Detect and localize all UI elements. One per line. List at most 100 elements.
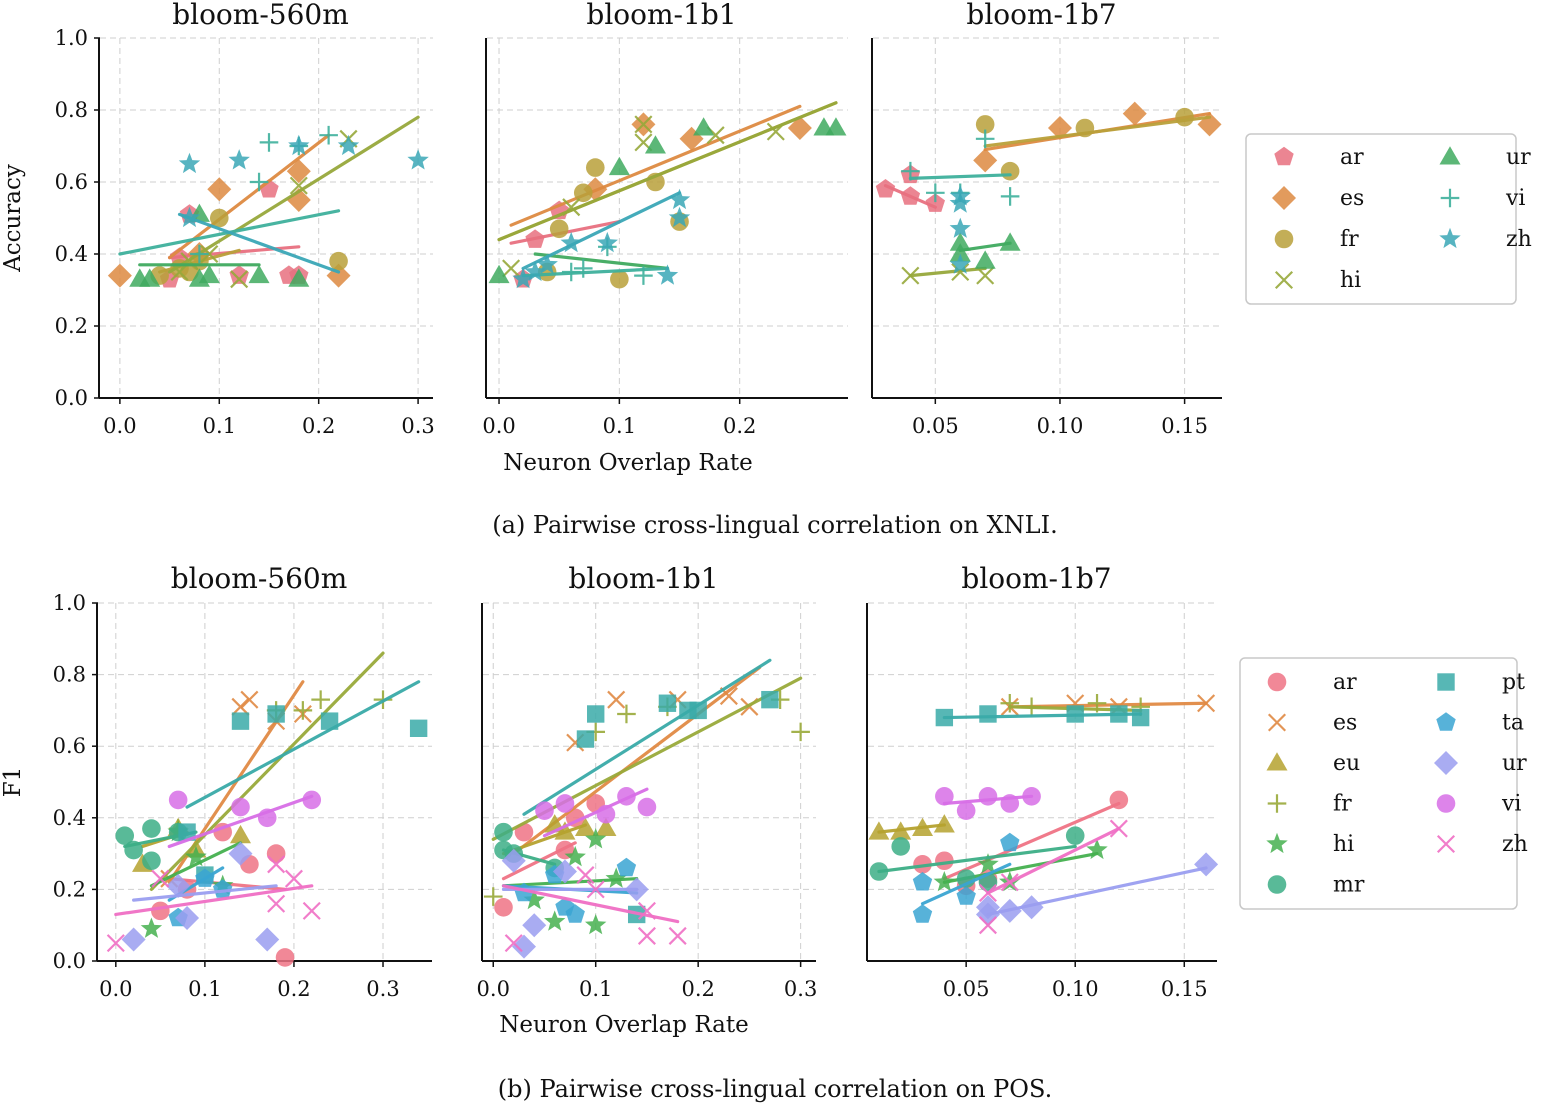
- fit-line: [497, 101, 838, 242]
- data-point: [267, 855, 286, 874]
- panel-title: bloom-1b1: [586, 0, 736, 31]
- data-point: [329, 251, 348, 271]
- data-point: [483, 887, 503, 906]
- data-point: [1075, 118, 1095, 138]
- y-axis-label: F1: [0, 767, 26, 798]
- data-point: [912, 904, 933, 923]
- data-point: [320, 712, 339, 730]
- data-point: [209, 208, 229, 228]
- data-point: [319, 125, 338, 145]
- data-point: [337, 134, 360, 156]
- y-tick-label: 0.4: [55, 242, 88, 266]
- data-point: [585, 828, 607, 849]
- series-hi: [497, 101, 838, 278]
- data-point: [668, 188, 691, 210]
- y-tick-label: 0.8: [53, 663, 86, 687]
- figure-caption: (b) Pairwise cross-lingual correlation o…: [498, 1075, 1052, 1103]
- legend-entry-eu: eu: [1266, 751, 1360, 776]
- legend-label: ar: [1340, 145, 1364, 170]
- legend-marker: [1439, 146, 1461, 165]
- x-tick-label: 0.2: [302, 414, 335, 438]
- data-point: [586, 158, 605, 177]
- data-point: [512, 267, 534, 289]
- fit-line: [983, 115, 1212, 148]
- data-point: [1086, 838, 1108, 860]
- data-point: [255, 927, 280, 952]
- data-point: [185, 845, 207, 867]
- data-point: [761, 690, 779, 709]
- data-point: [121, 927, 146, 952]
- data-point: [230, 270, 249, 289]
- data-point: [912, 817, 934, 837]
- legend-marker: [1266, 832, 1288, 854]
- data-point: [573, 259, 593, 278]
- data-point: [975, 129, 995, 149]
- data-point: [766, 122, 785, 141]
- legend-marker: [1267, 713, 1287, 732]
- legend-entry-hi: hi: [1266, 832, 1354, 857]
- x-tick-label: 0.0: [99, 977, 132, 1001]
- legend-label: eu: [1333, 751, 1360, 776]
- panel-bloom-1b7: 0.05 0.10 0.15 bloom-1b7: [866, 562, 1219, 1001]
- data-point: [978, 787, 998, 806]
- data-point: [935, 708, 954, 727]
- legend: ar es eu fr hi mr pt ta ur vi zh: [1239, 657, 1528, 910]
- legend-marker: [1437, 673, 1455, 691]
- data-point: [787, 116, 812, 140]
- data-point: [151, 901, 170, 921]
- data-point: [1175, 107, 1194, 127]
- data-point: [634, 266, 653, 285]
- x-tick-label: 0.1: [188, 977, 221, 1001]
- series-eu: [868, 814, 955, 840]
- data-point: [1109, 819, 1128, 838]
- panel-title: bloom-1b7: [966, 0, 1116, 31]
- panel-bloom-560m: 0.0 0.2 0.4 0.6 0.8 1.0 0.0 0.1 0.2 0.3 bloom-560m: [53, 562, 432, 1001]
- legend-label: hi: [1340, 268, 1361, 293]
- y-tick-label: 1.0: [55, 26, 88, 50]
- x-tick-label: 0.15: [1161, 414, 1208, 438]
- data-point: [257, 808, 277, 828]
- data-point: [617, 704, 636, 724]
- legend-entry-pt: pt: [1437, 670, 1525, 695]
- legend-marker: [1267, 794, 1287, 813]
- series-vi: [901, 129, 1020, 206]
- fit-line: [132, 884, 278, 902]
- data-point: [231, 797, 250, 817]
- data-point: [266, 844, 286, 863]
- data-point: [926, 183, 945, 203]
- data-point: [875, 179, 896, 198]
- legend-frame: [1239, 657, 1518, 910]
- data-point: [949, 253, 971, 274]
- data-point: [284, 869, 303, 888]
- data-point: [978, 916, 997, 935]
- data-point: [488, 264, 510, 284]
- legend-entry-ta: ta: [1436, 711, 1524, 736]
- data-point: [1000, 794, 1020, 813]
- data-point: [949, 217, 971, 238]
- fit-line: [942, 801, 1121, 881]
- data-point: [139, 268, 161, 287]
- legend-entry-ur: ur: [1434, 751, 1527, 776]
- legend-label: zh: [1502, 832, 1528, 857]
- data-point: [869, 862, 889, 881]
- data-point: [1110, 705, 1128, 723]
- series-ur: [121, 841, 280, 952]
- fit-line: [509, 104, 802, 227]
- data-point: [275, 948, 295, 967]
- panel-bloom-1b7: 0.05 0.10 0.15 bloom-1b7: [871, 0, 1222, 438]
- x-tick-label: 0.10: [1037, 414, 1084, 438]
- legend-entry-fr: fr: [1274, 227, 1359, 252]
- fit-line: [114, 884, 314, 917]
- data-point: [564, 845, 586, 867]
- data-point: [587, 705, 605, 723]
- data-point: [267, 705, 285, 723]
- data-point: [1022, 787, 1041, 806]
- legend-marker: [1274, 270, 1294, 290]
- data-point: [974, 250, 996, 269]
- legend-label: fr: [1333, 792, 1352, 817]
- data-point: [977, 853, 999, 874]
- data-point: [607, 690, 626, 709]
- fit-line: [533, 252, 670, 270]
- panel-title: bloom-560m: [171, 562, 348, 595]
